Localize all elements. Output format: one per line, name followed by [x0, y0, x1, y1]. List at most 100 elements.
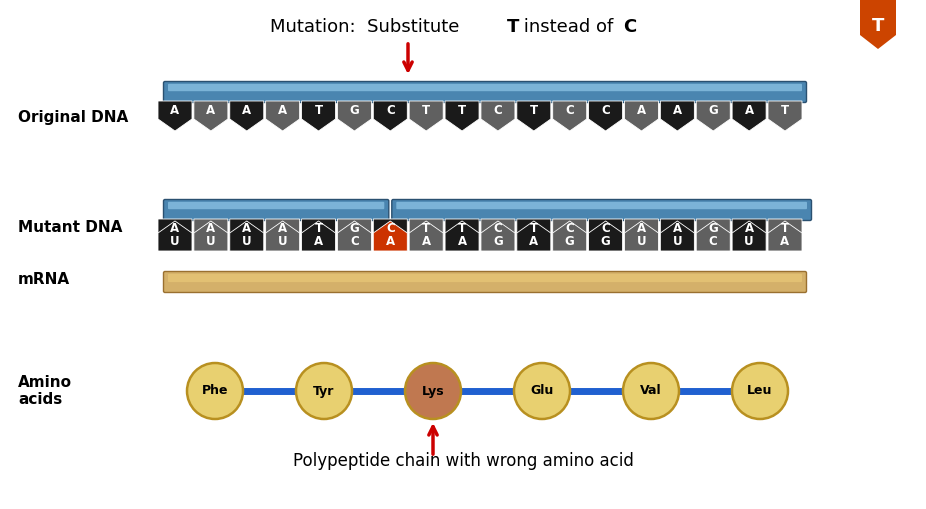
Polygon shape	[266, 101, 300, 131]
Text: Phe: Phe	[202, 384, 228, 398]
Text: Amino
acids: Amino acids	[18, 375, 72, 407]
Polygon shape	[517, 101, 551, 131]
Polygon shape	[158, 101, 192, 131]
Polygon shape	[660, 101, 694, 131]
Text: G: G	[493, 235, 503, 248]
Circle shape	[623, 363, 679, 419]
Polygon shape	[553, 219, 587, 249]
Text: T: T	[507, 18, 519, 36]
FancyBboxPatch shape	[164, 271, 807, 293]
Polygon shape	[553, 221, 587, 251]
Text: A: A	[243, 222, 251, 235]
Text: A: A	[781, 235, 790, 248]
Text: A: A	[530, 235, 538, 248]
Polygon shape	[481, 219, 515, 249]
Text: G: G	[708, 222, 718, 235]
Polygon shape	[860, 0, 896, 49]
Polygon shape	[158, 221, 192, 251]
Circle shape	[405, 363, 461, 419]
Text: C: C	[566, 104, 574, 117]
Polygon shape	[445, 101, 479, 131]
Text: A: A	[386, 235, 394, 248]
FancyBboxPatch shape	[860, 0, 896, 9]
Text: A: A	[673, 104, 682, 117]
Text: T: T	[315, 104, 322, 117]
Text: U: U	[206, 235, 216, 248]
Polygon shape	[768, 219, 802, 249]
Text: A: A	[745, 104, 754, 117]
Text: C: C	[601, 104, 610, 117]
Text: Lys: Lys	[421, 384, 444, 398]
Polygon shape	[230, 101, 264, 131]
Text: U: U	[672, 235, 682, 248]
Circle shape	[296, 363, 352, 419]
Text: G: G	[565, 235, 574, 248]
Text: G: G	[349, 222, 359, 235]
Polygon shape	[624, 221, 658, 251]
Polygon shape	[373, 219, 407, 249]
Polygon shape	[624, 219, 658, 249]
Text: A: A	[637, 104, 646, 117]
Text: T: T	[530, 104, 538, 117]
Text: mRNA: mRNA	[18, 271, 70, 287]
Polygon shape	[230, 221, 264, 251]
Polygon shape	[409, 101, 444, 131]
Polygon shape	[732, 219, 766, 249]
Polygon shape	[481, 101, 515, 131]
Polygon shape	[589, 219, 622, 249]
Text: C: C	[494, 104, 502, 117]
Text: A: A	[170, 222, 180, 235]
Polygon shape	[194, 219, 228, 249]
FancyBboxPatch shape	[392, 200, 811, 220]
FancyBboxPatch shape	[168, 84, 802, 91]
Polygon shape	[230, 219, 264, 249]
Polygon shape	[445, 219, 479, 249]
Text: Mutant DNA: Mutant DNA	[18, 219, 122, 235]
Polygon shape	[517, 219, 551, 249]
Text: A: A	[278, 222, 287, 235]
Text: A: A	[206, 222, 216, 235]
Text: U: U	[745, 235, 754, 248]
Polygon shape	[302, 219, 335, 249]
Text: A: A	[278, 104, 287, 117]
Text: Tyr: Tyr	[313, 384, 334, 398]
Polygon shape	[373, 101, 407, 131]
Text: C: C	[709, 235, 718, 248]
Text: T: T	[871, 17, 884, 35]
Text: C: C	[601, 222, 610, 235]
Text: T: T	[781, 222, 789, 235]
Polygon shape	[409, 221, 444, 251]
Polygon shape	[337, 101, 371, 131]
Polygon shape	[589, 221, 622, 251]
Text: A: A	[637, 222, 646, 235]
Text: A: A	[206, 104, 216, 117]
Polygon shape	[660, 219, 694, 249]
Polygon shape	[445, 221, 479, 251]
Polygon shape	[194, 221, 228, 251]
Polygon shape	[624, 101, 658, 131]
Text: A: A	[673, 222, 682, 235]
Text: T: T	[781, 104, 789, 117]
Text: A: A	[745, 222, 754, 235]
Text: T: T	[315, 222, 322, 235]
Polygon shape	[266, 219, 300, 249]
Text: C: C	[386, 104, 394, 117]
Text: U: U	[637, 235, 646, 248]
Text: Mutation:  Substitute: Mutation: Substitute	[270, 18, 465, 36]
FancyBboxPatch shape	[164, 81, 807, 102]
Polygon shape	[589, 101, 622, 131]
Polygon shape	[696, 219, 731, 249]
Text: instead of: instead of	[518, 18, 619, 36]
Polygon shape	[337, 219, 371, 249]
Polygon shape	[768, 221, 802, 251]
Text: G: G	[708, 104, 718, 117]
Polygon shape	[696, 221, 731, 251]
Text: Glu: Glu	[531, 384, 554, 398]
FancyBboxPatch shape	[164, 200, 389, 220]
Polygon shape	[768, 101, 802, 131]
Text: G: G	[349, 104, 359, 117]
Polygon shape	[696, 101, 731, 131]
Polygon shape	[517, 221, 551, 251]
Text: C: C	[350, 235, 358, 248]
Text: A: A	[421, 235, 431, 248]
